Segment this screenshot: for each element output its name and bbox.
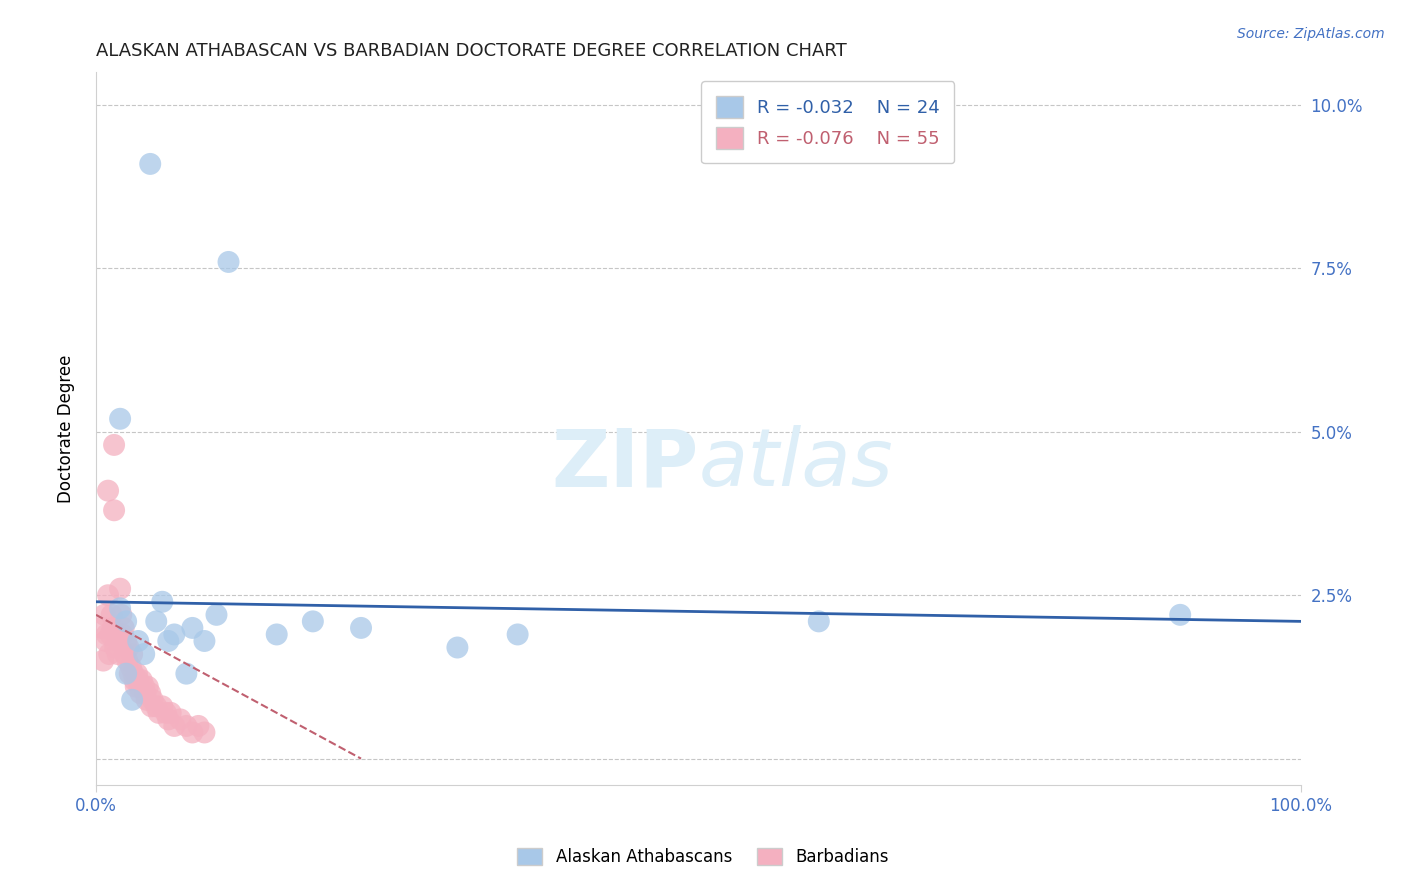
Point [155, 706, 177, 720]
Point [128, 680, 150, 694]
Point [139, 157, 162, 171]
Point [139, 686, 162, 700]
Point [134, 686, 156, 700]
Point [94, 634, 117, 648]
Point [181, 725, 204, 739]
Point [105, 627, 128, 641]
Point [127, 673, 149, 688]
Point [111, 627, 134, 641]
Point [129, 686, 152, 700]
Point [205, 607, 228, 622]
Point [122, 666, 145, 681]
Point [159, 706, 181, 720]
Point [187, 719, 209, 733]
Point [98, 647, 121, 661]
Point [115, 615, 138, 629]
Point [266, 627, 288, 641]
Point [141, 699, 163, 714]
Text: atlas: atlas [699, 425, 893, 503]
Point [176, 719, 198, 733]
Y-axis label: Doctorate Degree: Doctorate Degree [58, 354, 75, 503]
Point [97, 483, 120, 498]
Point [125, 666, 148, 681]
Point [136, 680, 159, 694]
Point [117, 640, 139, 655]
Point [134, 647, 156, 661]
Point [97, 588, 120, 602]
Point [100, 607, 122, 622]
Point [131, 673, 153, 688]
Point [163, 719, 186, 733]
Point [150, 699, 173, 714]
Point [104, 640, 127, 655]
Point [135, 693, 157, 707]
Point [125, 680, 148, 694]
Point [350, 621, 373, 635]
Point [807, 615, 830, 629]
Point [101, 621, 124, 635]
Point [108, 411, 131, 425]
Point [118, 666, 141, 681]
Point [112, 621, 135, 635]
Point [145, 615, 167, 629]
Text: ZIP: ZIP [551, 425, 699, 503]
Point [110, 607, 132, 622]
Point [103, 438, 125, 452]
Point [120, 660, 142, 674]
Point [91, 621, 114, 635]
Point [506, 627, 529, 641]
Point [100, 627, 122, 641]
Point [148, 706, 170, 720]
Point [121, 693, 143, 707]
Point [181, 621, 204, 635]
Point [163, 627, 186, 641]
Point [446, 640, 468, 655]
Point [169, 713, 191, 727]
Point [134, 680, 156, 694]
Point [117, 654, 139, 668]
Point [124, 673, 146, 688]
Point [1168, 607, 1191, 622]
Point [127, 634, 149, 648]
Point [114, 647, 136, 661]
Point [176, 666, 198, 681]
Point [157, 713, 180, 727]
Point [115, 634, 138, 648]
Legend: R = -0.032    N = 24, R = -0.076    N = 55: R = -0.032 N = 24, R = -0.076 N = 55 [702, 81, 955, 163]
Point [157, 634, 180, 648]
Point [193, 725, 215, 739]
Point [142, 693, 165, 707]
Text: Source: ZipAtlas.com: Source: ZipAtlas.com [1237, 27, 1385, 41]
Point [108, 601, 131, 615]
Point [218, 255, 240, 269]
Point [96, 627, 118, 641]
Point [302, 615, 325, 629]
Text: ALASKAN ATHABASCAN VS BARBADIAN DOCTORATE DEGREE CORRELATION CHART: ALASKAN ATHABASCAN VS BARBADIAN DOCTORAT… [96, 42, 846, 60]
Point [107, 647, 129, 661]
Point [193, 634, 215, 648]
Point [93, 607, 115, 622]
Legend: Alaskan Athabascans, Barbadians: Alaskan Athabascans, Barbadians [509, 840, 897, 875]
Point [145, 699, 167, 714]
Point [115, 666, 138, 681]
Point [103, 503, 125, 517]
Point [91, 654, 114, 668]
Point [108, 582, 131, 596]
Point [121, 647, 143, 661]
Point [108, 634, 131, 648]
Point [150, 595, 173, 609]
